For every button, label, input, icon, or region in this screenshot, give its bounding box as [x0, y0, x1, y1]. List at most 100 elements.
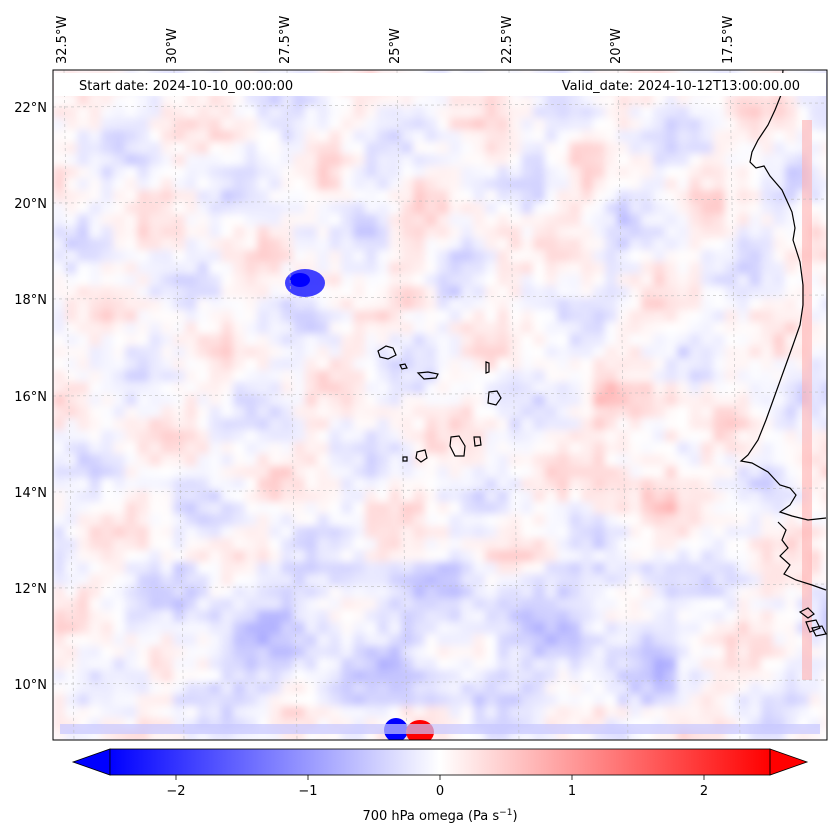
- field-cell: [725, 286, 737, 298]
- field-cell: [413, 574, 425, 586]
- field-cell: [641, 214, 653, 226]
- field-cell: [401, 586, 413, 598]
- field-cell: [281, 118, 293, 130]
- field-cell: [353, 562, 365, 574]
- field-cell: [245, 514, 257, 526]
- field-cell: [689, 226, 701, 238]
- field-cell: [221, 586, 233, 598]
- field-cell: [365, 622, 377, 634]
- field-cell: [53, 682, 65, 694]
- field-cell: [341, 706, 353, 718]
- field-cell: [257, 562, 269, 574]
- field-cell: [401, 622, 413, 634]
- field-cell: [161, 346, 173, 358]
- field-cell: [77, 658, 89, 670]
- field-cell: [473, 550, 485, 562]
- field-cell: [257, 730, 269, 740]
- field-cell: [185, 166, 197, 178]
- field-cell: [221, 94, 233, 106]
- field-cell: [677, 190, 689, 202]
- field-cell: [209, 550, 221, 562]
- field-cell: [569, 250, 581, 262]
- field-cell: [485, 94, 497, 106]
- field-cell: [437, 682, 449, 694]
- field-cell: [353, 178, 365, 190]
- field-cell: [281, 514, 293, 526]
- field-cell: [329, 286, 341, 298]
- field-cell: [821, 622, 827, 634]
- field-cell: [353, 394, 365, 406]
- field-cell: [173, 298, 185, 310]
- field-cell: [737, 106, 749, 118]
- field-cell: [497, 610, 509, 622]
- field-cell: [65, 706, 77, 718]
- field-cell: [785, 562, 797, 574]
- field-cell: [389, 274, 401, 286]
- field-cell: [641, 394, 653, 406]
- field-cell: [737, 322, 749, 334]
- lon-label: 27.5°W: [278, 16, 293, 64]
- field-cell: [545, 490, 557, 502]
- field-cell: [425, 310, 437, 322]
- field-cell: [173, 202, 185, 214]
- field-cell: [701, 190, 713, 202]
- field-cell: [509, 562, 521, 574]
- field-cell: [461, 634, 473, 646]
- field-cell: [389, 670, 401, 682]
- field-cell: [281, 214, 293, 226]
- field-cell: [545, 118, 557, 130]
- field-cell: [701, 238, 713, 250]
- field-cell: [473, 418, 485, 430]
- field-cell: [281, 490, 293, 502]
- field-cell: [653, 670, 665, 682]
- field-cell: [389, 178, 401, 190]
- field-cell: [413, 598, 425, 610]
- field-cell: [785, 538, 797, 550]
- field-cell: [185, 226, 197, 238]
- field-cell: [269, 682, 281, 694]
- field-cell: [281, 682, 293, 694]
- field-cell: [65, 214, 77, 226]
- field-cell: [101, 586, 113, 598]
- field-cell: [389, 562, 401, 574]
- field-cell: [53, 238, 65, 250]
- field-cell: [233, 634, 245, 646]
- field-cell: [293, 382, 305, 394]
- field-cell: [485, 598, 497, 610]
- field-cell: [521, 214, 533, 226]
- field-cell: [293, 538, 305, 550]
- field-cell: [101, 526, 113, 538]
- field-cell: [749, 274, 761, 286]
- field-cell: [485, 502, 497, 514]
- field-cell: [401, 214, 413, 226]
- field-cell: [749, 598, 761, 610]
- field-cell: [173, 106, 185, 118]
- field-cell: [617, 442, 629, 454]
- field-cell: [317, 610, 329, 622]
- field-cell: [677, 502, 689, 514]
- field-cell: [713, 106, 725, 118]
- field-cell: [473, 646, 485, 658]
- field-cell: [353, 658, 365, 670]
- field-cell: [821, 562, 827, 574]
- field-cell: [557, 430, 569, 442]
- field-cell: [569, 334, 581, 346]
- field-cell: [485, 670, 497, 682]
- field-cell: [473, 346, 485, 358]
- field-cell: [89, 442, 101, 454]
- field-cell: [701, 262, 713, 274]
- field-cell: [821, 670, 827, 682]
- field-cell: [641, 382, 653, 394]
- field-cell: [89, 370, 101, 382]
- field-cell: [653, 154, 665, 166]
- field-cell: [281, 310, 293, 322]
- field-cell: [509, 598, 521, 610]
- field-cell: [125, 658, 137, 670]
- field-cell: [53, 562, 65, 574]
- field-cell: [629, 502, 641, 514]
- field-cell: [677, 634, 689, 646]
- field-cell: [197, 430, 209, 442]
- field-cell: [317, 682, 329, 694]
- field-cell: [413, 298, 425, 310]
- field-cell: [737, 166, 749, 178]
